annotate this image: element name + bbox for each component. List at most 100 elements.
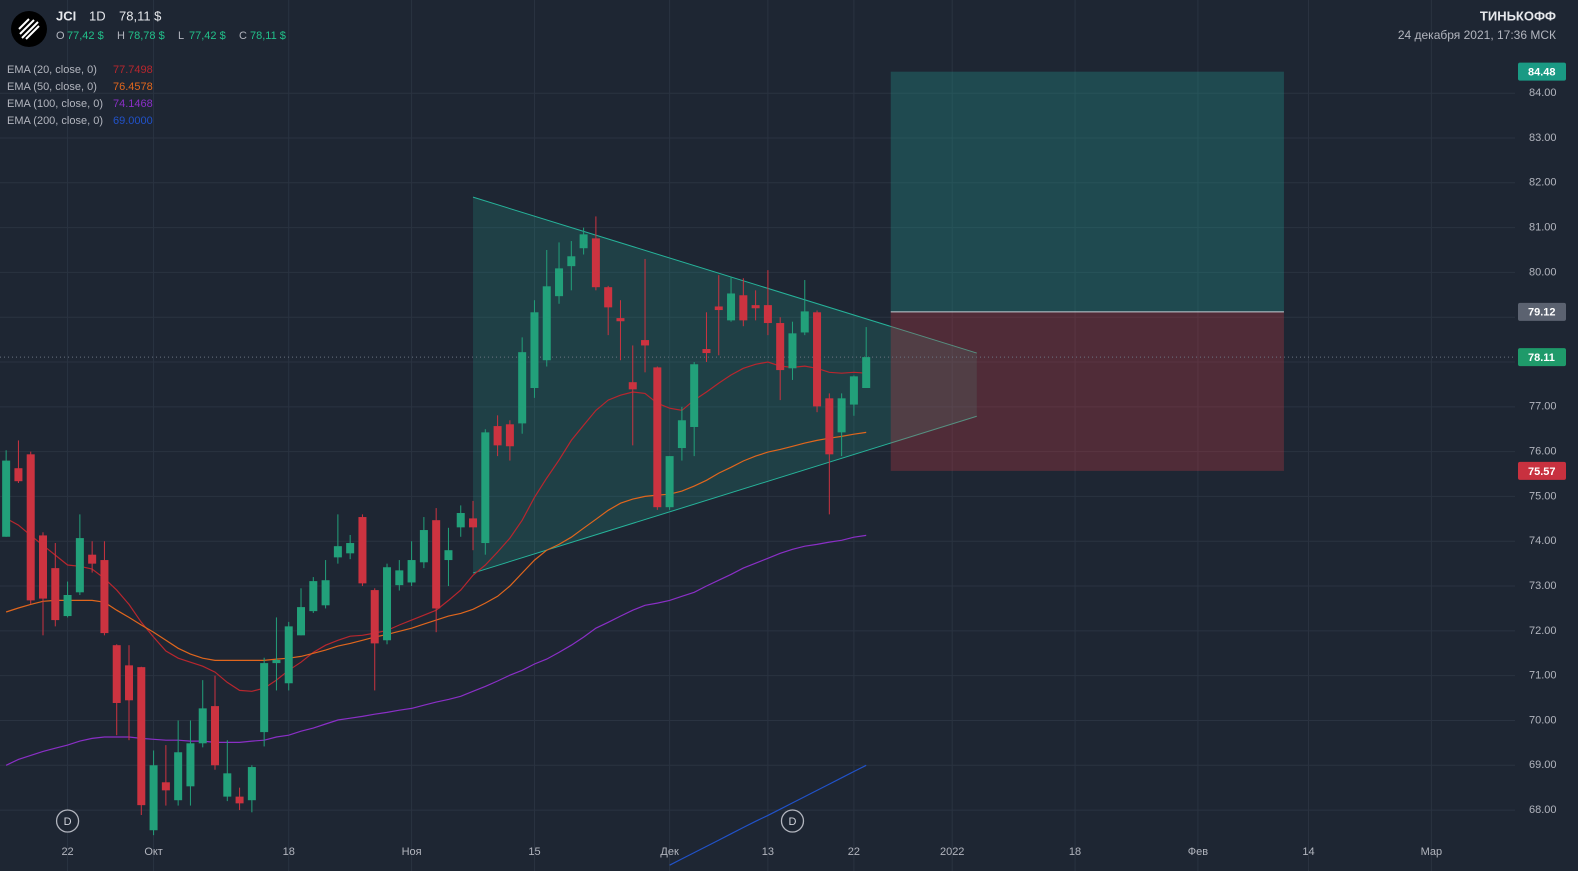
candle-body [260, 663, 269, 733]
candle-body [419, 530, 428, 563]
y-tick-label: 68.00 [1529, 804, 1557, 816]
candle-body [591, 238, 600, 288]
candle-body [272, 659, 281, 664]
brand: ТИНЬКОФФ [1480, 8, 1556, 23]
candle-body [616, 318, 625, 322]
candle-body [51, 568, 60, 621]
candle-body [137, 667, 146, 806]
logo [11, 11, 47, 47]
y-tick-label: 73.00 [1529, 580, 1557, 592]
legend-name: EMA (50, close, 0) [7, 81, 97, 93]
y-tick-label: 75.00 [1529, 490, 1557, 502]
candle-body [542, 286, 551, 361]
y-tick-label: 70.00 [1529, 714, 1557, 726]
ohlc-value: 77,42 $ [189, 30, 226, 42]
candle-body [75, 538, 84, 593]
legend-value: 69.0000 [113, 115, 153, 127]
candle-body [604, 287, 613, 308]
price-badge [1518, 348, 1566, 367]
ema-line [669, 764, 867, 866]
candle-body [444, 550, 453, 561]
legend-name: EMA (100, close, 0) [7, 98, 103, 110]
x-tick-label: 15 [528, 846, 540, 858]
legend-name: EMA (200, close, 0) [7, 115, 103, 127]
candle-body [100, 560, 109, 634]
triangle-fill [473, 197, 977, 574]
candle-body [677, 420, 686, 449]
y-tick-label: 80.00 [1529, 266, 1557, 278]
candle-body [358, 517, 367, 584]
candle-body [727, 293, 736, 321]
candle-body [149, 765, 158, 831]
candle-body [702, 349, 711, 354]
datetime: 24 декабря 2021, 17:36 МСК [1398, 28, 1556, 42]
candle-body [297, 607, 306, 636]
y-tick-label: 74.00 [1529, 535, 1557, 547]
candle-body [223, 773, 232, 797]
candle-body [481, 432, 490, 544]
candle-body [739, 295, 748, 321]
candle-body [567, 256, 576, 267]
dividend-label: D [64, 816, 72, 828]
candle-body [211, 706, 220, 766]
loss-zone [890, 311, 1284, 471]
candle-body [456, 513, 465, 528]
price-badge-label: 75.57 [1528, 466, 1556, 478]
candle-body [407, 560, 416, 583]
candle-body [112, 645, 121, 703]
candle-body [14, 468, 23, 482]
x-tick-label: Ноя [402, 846, 422, 858]
legend-value: 76.4578 [113, 81, 153, 93]
candle-body [776, 323, 785, 371]
logo-mark [18, 18, 40, 40]
ohlc-key: C [239, 30, 247, 42]
candle-body [174, 752, 183, 801]
candle-body [469, 518, 478, 528]
axes: 68.00 69.00 70.00 71.00 72.00 73.00 74.00 75.00… [61, 62, 1566, 858]
y-tick-label: 82.00 [1529, 177, 1557, 189]
price: 78,11 $ [119, 8, 162, 23]
dividend-marker [780, 809, 805, 833]
candle-body [39, 535, 48, 599]
ema-line [5, 534, 867, 766]
candle-body [321, 580, 330, 606]
ohlc-key: O [56, 30, 65, 42]
x-tick-label: 2022 [940, 846, 964, 858]
x-tick-label: 18 [283, 846, 295, 858]
y-tick-label: 76.00 [1529, 446, 1557, 458]
candle-body [284, 626, 293, 684]
triangle-upper [472, 196, 977, 354]
profit-zone [890, 71, 1284, 312]
candle-body [665, 456, 674, 508]
candle-body [63, 595, 72, 617]
candle-body [579, 234, 588, 249]
candle-body [763, 305, 772, 324]
candle-body [247, 767, 256, 801]
candle-body [370, 590, 379, 644]
legend-name: EMA (20, close, 0) [7, 64, 97, 76]
x-tick-label: 13 [762, 846, 774, 858]
candle-body [555, 268, 564, 297]
candle-body [198, 708, 207, 744]
y-tick-label: 81.00 [1529, 222, 1557, 234]
dividend-marker [55, 809, 80, 833]
candle-body [161, 782, 170, 791]
candle-body [309, 581, 318, 612]
y-tick-label: 84.00 [1529, 87, 1557, 99]
legend-value: 74.1468 [113, 98, 153, 110]
ohlc-value: 78,11 $ [250, 30, 286, 42]
candle-body [653, 367, 662, 508]
x-tick-label: Дек [660, 846, 679, 858]
candle-body [505, 424, 514, 447]
x-tick-label: Мар [1421, 846, 1443, 858]
candle-body [235, 796, 244, 804]
x-tick-label: Фев [1188, 846, 1208, 858]
candle-body [641, 340, 650, 346]
price-badge-label: 78.11 [1528, 352, 1555, 364]
candle-body [837, 398, 846, 433]
candle-body [395, 570, 404, 586]
interval: 1D [89, 8, 106, 23]
candle-body [26, 454, 35, 601]
